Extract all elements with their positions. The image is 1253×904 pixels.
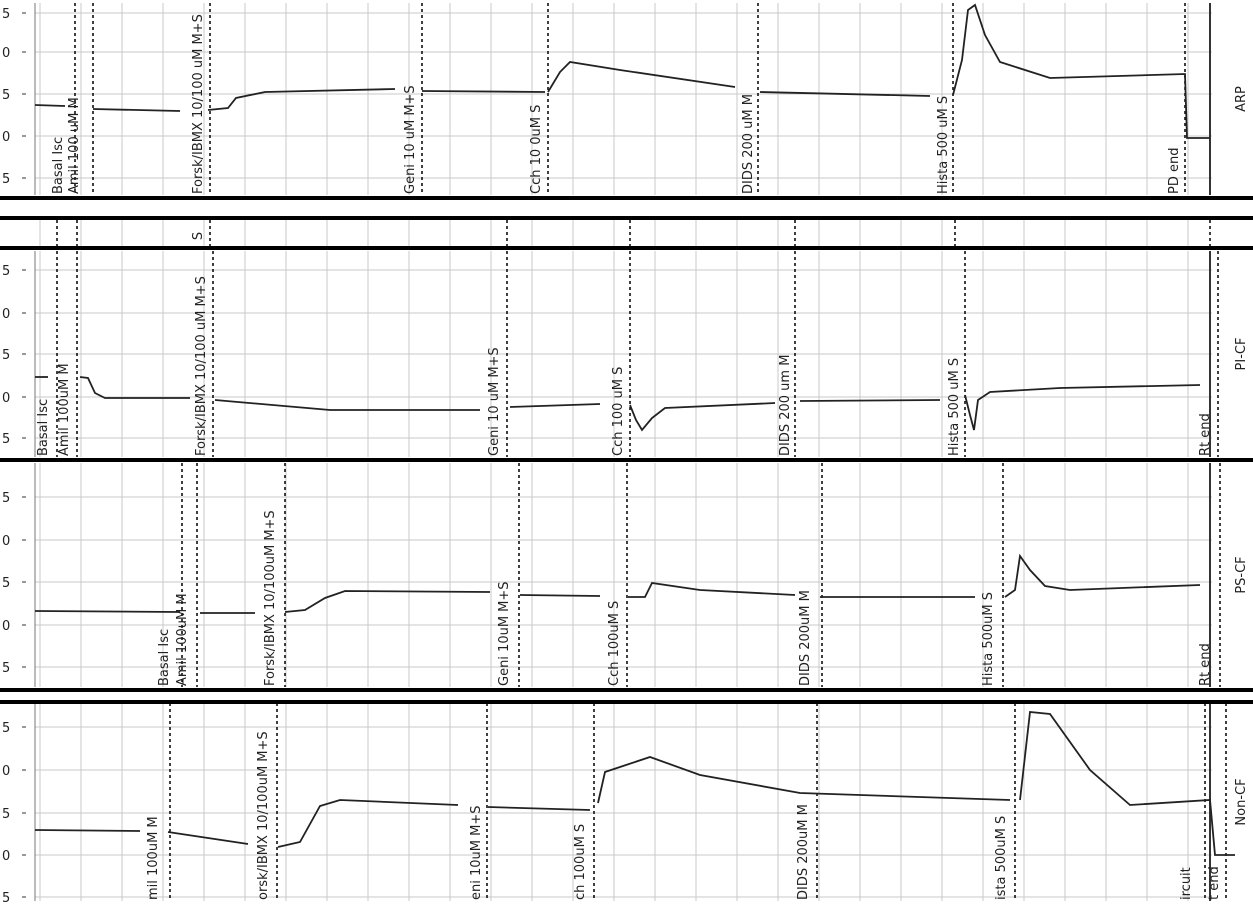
trace [519, 594, 601, 597]
trace [597, 756, 1011, 804]
y-tick-label: 5 [2, 7, 10, 22]
y-tick-label: 0 [2, 849, 10, 864]
panel-label: ARP [1234, 86, 1249, 112]
event-label: Forsk/IBMX 10/100 uM M+S [191, 14, 206, 194]
trace [964, 384, 1201, 431]
y-tick-label: 0 [2, 130, 10, 145]
y-tick-label: 5 [2, 576, 10, 591]
trace [799, 399, 941, 402]
trace [79, 376, 190, 399]
event-label: Basal Isc [51, 137, 66, 194]
trace [629, 402, 776, 432]
event-label: Geni 10 uM M+S [487, 347, 502, 456]
event-label: eni 10uM M+S [469, 806, 484, 900]
trace [547, 61, 736, 93]
event-label: Forsk/IBMX 10/100uM M+S [263, 510, 278, 686]
trace [34, 829, 141, 832]
event-label: mil 100uM M [146, 816, 161, 900]
trace [509, 403, 601, 408]
y-tick-label: 5 [2, 264, 10, 279]
event-label: DIDS 200 um M [778, 355, 793, 456]
trace [284, 590, 491, 613]
y-tick-label: 0 [2, 534, 10, 549]
y-tick-label: 5 [2, 807, 10, 822]
y-tick-label: 0 [2, 764, 10, 779]
event-label: Geni 10 uM M+S [403, 85, 418, 194]
event-label: ircuit [1179, 867, 1194, 900]
y-tick-label: 5 [2, 348, 10, 363]
trace [214, 399, 480, 411]
y-tick-label: 0 [2, 46, 10, 61]
event-label: Amil 100uM M [175, 593, 190, 686]
event-label: Forsk/IBMX 10/100 uM M+S [194, 276, 209, 456]
trace [277, 799, 459, 848]
event-label: DIDS 200uM M [798, 590, 813, 686]
event-label: Amil 100 uM M [67, 97, 82, 194]
trace [487, 806, 591, 811]
y-tick-label: 5 [2, 172, 10, 187]
panel-label: Non-CF [1234, 778, 1249, 825]
trace [628, 582, 796, 598]
event-label: Geni 10uM M+S [497, 581, 512, 686]
trace [34, 610, 181, 613]
event-label: ch 100uM S [573, 824, 588, 900]
y-tick-label: 5 [2, 661, 10, 676]
event-label: PD end [1167, 148, 1182, 194]
y-tick-label: 5 [2, 88, 10, 103]
y-tick-label: 5 [2, 891, 10, 904]
panel-label: PS-CF [1234, 556, 1249, 593]
trace [207, 88, 396, 111]
trace [1019, 711, 1235, 856]
event-label: Rt end [1198, 643, 1213, 686]
event-label: DIDS 200uM M [796, 804, 811, 900]
event-label: orsk/IBMX 10/100uM M+S [256, 731, 271, 900]
trace [952, 3, 1210, 139]
event-label: Cch 10 0uM S [529, 105, 544, 194]
event-label: Basal Isc [157, 629, 172, 686]
event-label: Cch 100uM S [607, 601, 622, 686]
event-label: Cch 100 uM S [611, 367, 626, 456]
trace [34, 104, 66, 107]
event-label: Hista 500uM S [981, 592, 996, 686]
panel-label: PI-CF [1234, 338, 1249, 371]
y-tick-label: 0 [2, 391, 10, 406]
event-label: Rt end [1198, 413, 1213, 456]
event-label: DIDS 200 uM M [741, 94, 756, 194]
event-label: Hista 500 uM S [947, 358, 962, 456]
trace [167, 831, 249, 845]
event-label: Hista 500 uM S [936, 96, 951, 194]
y-tick-label: 0 [2, 307, 10, 322]
trace [759, 91, 931, 97]
y-tick-label: 5 [2, 491, 10, 506]
trace [421, 90, 546, 93]
event-label: Amil 100uM M [57, 363, 72, 456]
trace [1004, 553, 1201, 598]
trace [92, 108, 181, 112]
y-tick-label: 5 [2, 721, 10, 736]
event-label: Basal Isc [36, 399, 51, 456]
event-label: t end [1207, 866, 1222, 900]
y-tick-label: 5 [2, 432, 10, 447]
event-label: ista 500uM S [994, 816, 1009, 900]
y-tick-label: 0 [2, 619, 10, 634]
strip-label: S [191, 232, 206, 240]
